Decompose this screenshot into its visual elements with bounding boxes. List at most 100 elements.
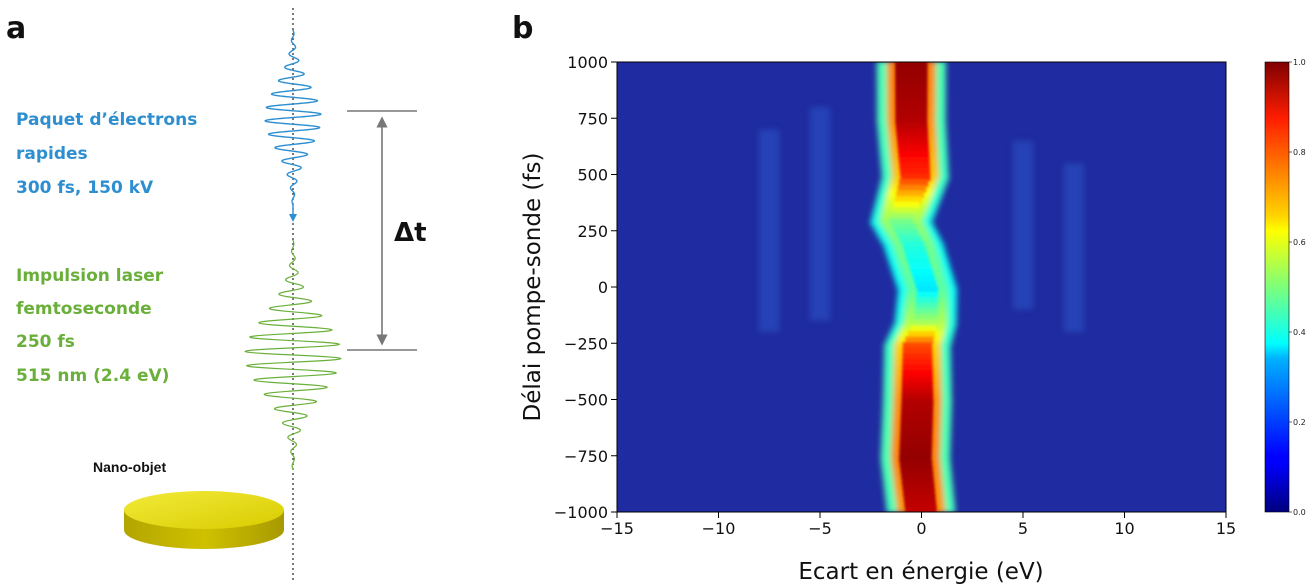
x-axis-label: Ecart en énergie (eV) <box>798 559 1043 585</box>
ridge-core-segment <box>902 353 933 362</box>
electron-label-line-1: Paquet d’électrons <box>16 110 197 130</box>
ridge-core-segment <box>899 454 932 463</box>
y-tick-label: 500 <box>577 166 608 185</box>
ridge-core-segment <box>904 499 937 508</box>
ridge-core-segment <box>902 482 935 491</box>
ridge-core-segment <box>889 218 913 227</box>
ridge-core-segment <box>895 89 928 97</box>
ridge-core-segment <box>901 477 934 485</box>
x-tick-label: −10 <box>702 519 736 538</box>
ridge-core-segment <box>901 398 934 407</box>
ridge-core-segment <box>917 286 938 294</box>
ridge-core-segment <box>896 190 924 198</box>
nano-object-label: Nano-objet <box>93 459 166 475</box>
y-tick-label: −500 <box>564 391 608 410</box>
laser-label-line-2: femtoseconde <box>16 299 152 319</box>
colorbar-ticks: 1.0 0.8 0.6 0.4 0.2 0.0 <box>1289 58 1306 517</box>
sideband-streak <box>809 107 831 321</box>
colorbar-tick-label: 0.4 <box>1293 328 1306 337</box>
ridge-core-segment <box>905 336 934 345</box>
colorbar-tick-label: 0.6 <box>1293 238 1306 247</box>
ridge-core-segment <box>899 443 933 452</box>
ridge-core-segment <box>893 201 920 210</box>
ridge-core-segment <box>897 145 929 153</box>
delay-label: Δt <box>394 218 427 248</box>
laser-label-line-1: Impulsion laser <box>16 266 164 286</box>
ridge-core-segment <box>902 376 933 384</box>
ridge-core-segment <box>904 246 927 255</box>
panel-b-letter: b <box>512 11 533 46</box>
ridge-core-segment <box>900 426 933 435</box>
ridge-core-segment <box>890 212 916 221</box>
ridge-core-segment <box>895 106 928 114</box>
laser-wave-packet <box>244 239 342 471</box>
x-tick-label: 0 <box>916 519 926 538</box>
ridge-core-segment <box>902 347 933 356</box>
ridge-core-segment <box>908 331 935 339</box>
ridge-core-segment <box>901 409 934 418</box>
x-tick-label: −15 <box>600 519 634 538</box>
ridge-core-segment <box>916 291 938 300</box>
electron-label: Paquet d’électrons rapides 300 fs, 150 k… <box>16 110 197 198</box>
ridge-core-segment <box>902 364 933 373</box>
ridge-core-segment <box>902 342 933 350</box>
ridge-core-segment <box>901 471 934 480</box>
y-tick-label: −750 <box>564 447 608 466</box>
x-tick-label: 15 <box>1216 519 1236 538</box>
electron-arrow-icon <box>289 214 297 222</box>
y-tick-label: −250 <box>564 334 608 353</box>
ridge-core-segment <box>895 72 928 80</box>
electron-label-line-2: rapides <box>16 144 88 164</box>
ridge-core-segment <box>898 151 930 159</box>
ridge-core-segment <box>902 359 933 367</box>
ridge-core-segment <box>915 297 938 305</box>
ridge-core-segment <box>903 488 936 497</box>
ridge-core-segment <box>915 302 938 311</box>
ridge-core-segment <box>896 128 928 137</box>
sideband-streak <box>1012 140 1034 310</box>
x-tick-label: 10 <box>1114 519 1134 538</box>
ridge-core-segment <box>900 421 933 429</box>
ridge-core-segment <box>907 257 930 266</box>
x-axis: −15 −10 −5 0 5 10 15 <box>600 512 1236 538</box>
ridge-core-segment <box>901 404 934 412</box>
ridge-core-segment <box>900 173 931 182</box>
ridge-core-segment <box>901 381 933 390</box>
y-tick-label: 250 <box>577 222 608 241</box>
ridge-core-segment <box>895 100 928 108</box>
ridge-core-segment <box>900 466 933 474</box>
ridge-core-segment <box>895 111 928 120</box>
electron-wave-packet <box>264 29 322 206</box>
ridge-core-segment <box>895 83 928 92</box>
ridge-core-segment <box>895 117 928 125</box>
colorbar-tick-label: 1.0 <box>1293 58 1306 67</box>
ridge-core-segment <box>899 460 933 468</box>
panel-a: a Δt Paquet d’électrons rapides 300 fs, … <box>6 8 427 582</box>
ridge-core-segment <box>905 505 937 512</box>
colorbar-tick-label: 0.8 <box>1293 148 1306 157</box>
y-tick-label: −1000 <box>554 503 608 522</box>
ridge-core-segment <box>892 224 916 232</box>
ridge-core-segment <box>914 314 938 322</box>
sideband-streak <box>1063 163 1084 332</box>
ridge-core-segment <box>896 134 929 142</box>
ridge-core-segment <box>901 392 934 401</box>
x-tick-label: −5 <box>808 519 832 538</box>
ridge-core-segment <box>900 432 933 440</box>
ridge-core-segment <box>911 269 933 277</box>
electron-label-line-3: 300 fs, 150 kV <box>16 178 154 198</box>
ridge-core-segment <box>913 319 938 328</box>
x-tick-label: 5 <box>1018 519 1028 538</box>
ridge-core-segment <box>915 280 937 288</box>
ridge-core-segment <box>902 241 925 249</box>
ridge-core-segment <box>906 252 928 260</box>
nano-object-disk <box>124 491 284 549</box>
ridge-core-segment <box>914 308 938 317</box>
colorbar <box>1264 61 1290 513</box>
ridge-core-segment <box>899 235 922 243</box>
panel-a-letter: a <box>6 11 26 46</box>
sideband-streak <box>759 129 780 332</box>
ridge-core-segment <box>895 229 919 238</box>
colorbar-tick-label: 0.0 <box>1293 508 1306 517</box>
